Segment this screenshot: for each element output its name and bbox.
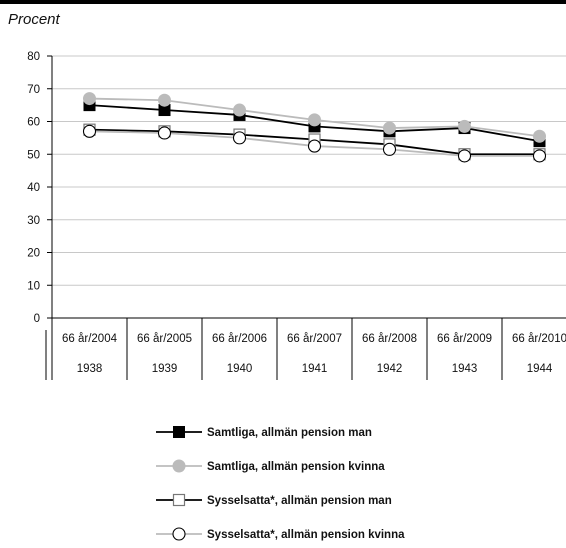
data-point [232, 131, 247, 145]
x-category-label: 66 år/2007 [287, 333, 342, 345]
x-category-label: 66 år/2004 [62, 333, 118, 345]
y-tick-label: 30 [27, 215, 40, 227]
data-point [533, 129, 546, 143]
legend-marker [172, 527, 186, 541]
y-tick-label: 0 [34, 313, 40, 325]
data-point [532, 149, 547, 163]
data-point [83, 92, 96, 106]
data-point [233, 103, 246, 117]
x-category-label-year: 1941 [302, 363, 328, 375]
data-point [457, 149, 472, 163]
x-category-label-year: 1940 [227, 363, 253, 375]
legend-marker [172, 459, 186, 473]
axes [45, 55, 566, 380]
x-category-label: 66 år/2010 [512, 333, 566, 345]
gridlines [52, 55, 566, 286]
y-tick-label: 20 [27, 248, 40, 260]
data-point [383, 121, 396, 135]
x-category-label: 66 år/2005 [137, 333, 192, 345]
data-point [308, 113, 321, 127]
y-tick-label: 40 [27, 182, 40, 194]
y-tick-label: 60 [27, 117, 40, 129]
y-tick-label: 70 [27, 84, 40, 96]
legend-label: Samtliga, allmän pension man [207, 427, 372, 439]
x-category-label: 66 år/2008 [362, 333, 417, 345]
x-category-label-year: 1943 [452, 363, 478, 375]
x-category-labels: 66 år/2004 66 år/2005 66 år/2006 66 år/2007… [62, 333, 566, 375]
legend-label: Sysselsatta*, allmän pension kvinna [207, 529, 405, 541]
legend-label: Samtliga, allmän pension kvinna [207, 461, 385, 473]
data-point [158, 93, 171, 107]
y-tick-label: 80 [27, 51, 40, 63]
data-point [382, 142, 397, 156]
x-category-label-year: 1944 [527, 363, 553, 375]
legend: Samtliga, allmän pension man Samtliga, al… [156, 426, 405, 541]
top-rule [0, 0, 566, 4]
y-tick-label: 50 [27, 149, 40, 161]
x-category-label-year: 1939 [152, 363, 178, 375]
legend-marker [172, 493, 186, 507]
data-point [157, 126, 172, 140]
data-point [158, 104, 171, 117]
data-point [82, 124, 97, 138]
y-tick-labels: 0 10 20 30 40 50 60 70 80 [27, 51, 40, 325]
x-category-label: 66 år/2009 [437, 333, 492, 345]
data-point [307, 139, 322, 153]
legend-marker [173, 426, 185, 438]
legend-label: Sysselsatta*, allmän pension man [207, 495, 392, 507]
x-category-label-year: 1942 [377, 363, 403, 375]
y-axis-label: Procent [8, 11, 60, 28]
series-lines [82, 92, 547, 163]
data-point [458, 119, 471, 133]
x-category-label-year: 1938 [77, 363, 103, 375]
x-category-label: 66 år/2006 [212, 333, 267, 345]
y-tick-label: 10 [27, 280, 40, 292]
